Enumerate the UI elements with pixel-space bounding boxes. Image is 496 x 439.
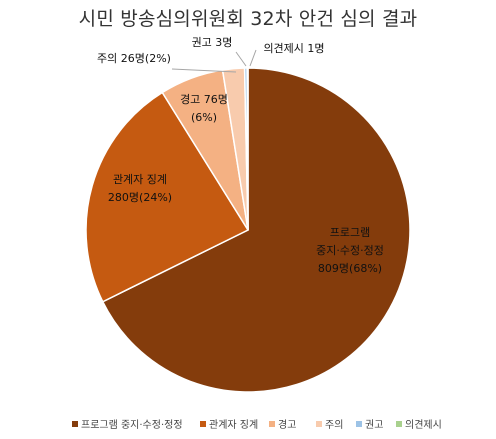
- pie-slice-2: [85, 91, 250, 303]
- legend-label-3: 경고: [278, 418, 296, 431]
- legend-swatch-4: [316, 421, 322, 427]
- legend-label-1: 프로그램 중지·수정·정정: [81, 419, 183, 431]
- leader-line-6: [249, 49, 257, 67]
- slice-label-2: 관계자 징계 280명(24%): [108, 173, 172, 204]
- leader-line-4: [171, 68, 237, 73]
- pie-slice-1: [101, 67, 411, 393]
- pie-slice-6: [246, 67, 249, 231]
- legend-label-4: 주의: [325, 419, 343, 431]
- legend-label-2: 관계자 징계: [209, 419, 258, 431]
- legend-swatch-2: [200, 421, 206, 427]
- leader-line-5: [235, 51, 247, 67]
- legend-swatch-5: [356, 421, 362, 427]
- legend-swatch-1: [72, 421, 78, 427]
- chart-title: 시민 방송심의위원회 32차 안건 심의 결과: [78, 8, 418, 30]
- legend-swatch-6: [396, 421, 402, 427]
- legend-label-5: 권고: [365, 419, 383, 431]
- slice-label-4: 주의 26명(2%): [97, 52, 171, 65]
- legend-label-6: 의견제시: [405, 419, 442, 431]
- legend-swatch-3: [269, 421, 275, 427]
- slice-label-5: 권고 3명: [192, 36, 233, 49]
- slice-label-6: 의견제시 1명: [263, 42, 324, 55]
- slice-label-1: 프로그램 중지·수정·정정 809명(68%): [316, 226, 384, 275]
- slice-label-3: 경고 76명 (6%): [180, 93, 228, 124]
